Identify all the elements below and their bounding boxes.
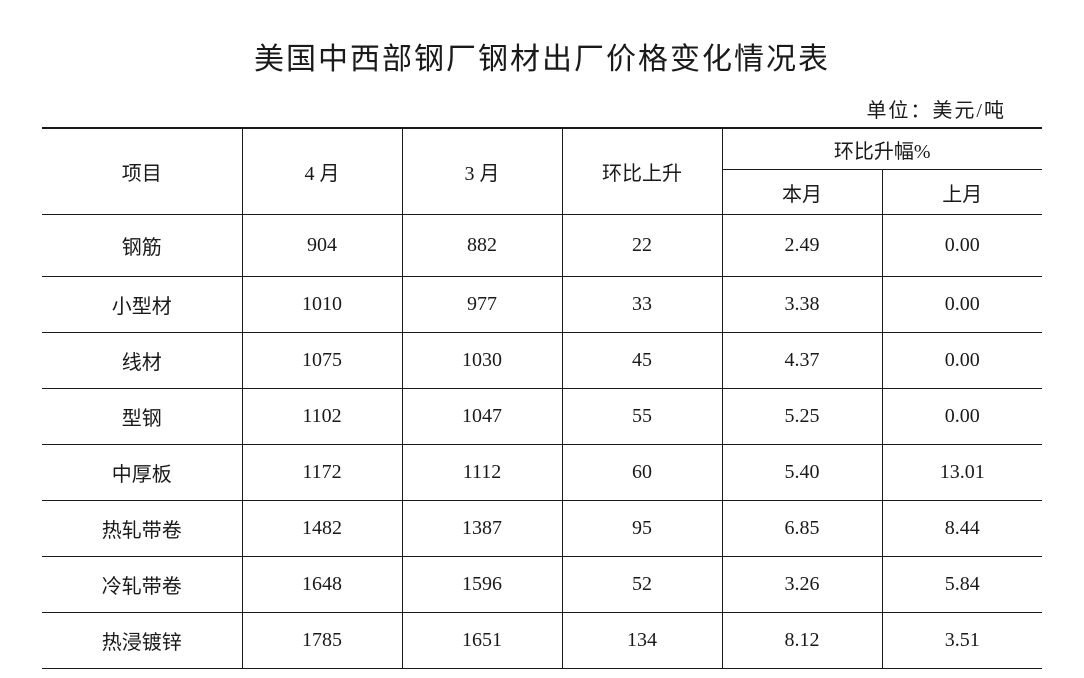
col-last-month: 上月: [882, 170, 1042, 215]
table-cell: 0.00: [882, 215, 1042, 277]
table-cell: 45: [562, 333, 722, 389]
table-row: 钢筋904882222.490.00: [42, 215, 1042, 277]
col-mom-increase: 环比上升: [562, 128, 722, 215]
table-cell: 线材: [42, 333, 242, 389]
table-cell: 1102: [242, 389, 402, 445]
table-cell: 52: [562, 557, 722, 613]
table-cell: 6.85: [722, 501, 882, 557]
table-cell: 22: [562, 215, 722, 277]
table-cell: 热轧带卷: [42, 501, 242, 557]
table-row: 中厚板11721112605.4013.01: [42, 445, 1042, 501]
col-this-month: 本月: [722, 170, 882, 215]
table-cell: 1648: [242, 557, 402, 613]
table-cell: 60: [562, 445, 722, 501]
table-cell: 0.00: [882, 277, 1042, 333]
table-cell: 小型材: [42, 277, 242, 333]
table-cell: 5.84: [882, 557, 1042, 613]
col-march: 3 月: [402, 128, 562, 215]
col-item: 项目: [42, 128, 242, 215]
table-cell: 1030: [402, 333, 562, 389]
table-cell: 95: [562, 501, 722, 557]
table-cell: 33: [562, 277, 722, 333]
table-cell: 热浸镀锌: [42, 613, 242, 669]
table-cell: 4.37: [722, 333, 882, 389]
table-cell: 中厚板: [42, 445, 242, 501]
page-title: 美国中西部钢厂钢材出厂价格变化情况表: [42, 34, 1042, 78]
table-cell: 3.26: [722, 557, 882, 613]
table-cell: 977: [402, 277, 562, 333]
table-row: 冷轧带卷16481596523.265.84: [42, 557, 1042, 613]
table-cell: 1785: [242, 613, 402, 669]
table-cell: 13.01: [882, 445, 1042, 501]
table-cell: 5.25: [722, 389, 882, 445]
table-row: 热轧带卷14821387956.858.44: [42, 501, 1042, 557]
table-cell: 3.51: [882, 613, 1042, 669]
table-cell: 8.12: [722, 613, 882, 669]
table-cell: 1172: [242, 445, 402, 501]
table-cell: 55: [562, 389, 722, 445]
table-cell: 882: [402, 215, 562, 277]
col-april: 4 月: [242, 128, 402, 215]
table-cell: 0.00: [882, 389, 1042, 445]
table-cell: 1482: [242, 501, 402, 557]
table-cell: 2.49: [722, 215, 882, 277]
table-cell: 1596: [402, 557, 562, 613]
price-table: 项目 4 月 3 月 环比上升 环比升幅% 本月 上月 钢筋904882222.…: [42, 127, 1042, 669]
table-cell: 型钢: [42, 389, 242, 445]
unit-label: 单位：美元/吨: [42, 94, 1042, 123]
table-row: 线材10751030454.370.00: [42, 333, 1042, 389]
table-cell: 5.40: [722, 445, 882, 501]
table-row: 小型材1010977333.380.00: [42, 277, 1042, 333]
col-group-mom-pct: 环比升幅%: [722, 128, 1042, 170]
table-cell: 1047: [402, 389, 562, 445]
page: 美国中西部钢厂钢材出厂价格变化情况表 单位：美元/吨 项目 4 月 3 月 环比…: [0, 0, 1084, 678]
table-cell: 1075: [242, 333, 402, 389]
table-row: 型钢11021047555.250.00: [42, 389, 1042, 445]
table-cell: 8.44: [882, 501, 1042, 557]
table-cell: 3.38: [722, 277, 882, 333]
table-cell: 1651: [402, 613, 562, 669]
table-header: 项目 4 月 3 月 环比上升 环比升幅% 本月 上月: [42, 128, 1042, 215]
table-cell: 1010: [242, 277, 402, 333]
table-cell: 0.00: [882, 333, 1042, 389]
table-cell: 钢筋: [42, 215, 242, 277]
table-row: 热浸镀锌178516511348.123.51: [42, 613, 1042, 669]
table-body: 钢筋904882222.490.00小型材1010977333.380.00线材…: [42, 215, 1042, 669]
table-cell: 1387: [402, 501, 562, 557]
table-cell: 134: [562, 613, 722, 669]
table-cell: 1112: [402, 445, 562, 501]
table-cell: 904: [242, 215, 402, 277]
table-cell: 冷轧带卷: [42, 557, 242, 613]
